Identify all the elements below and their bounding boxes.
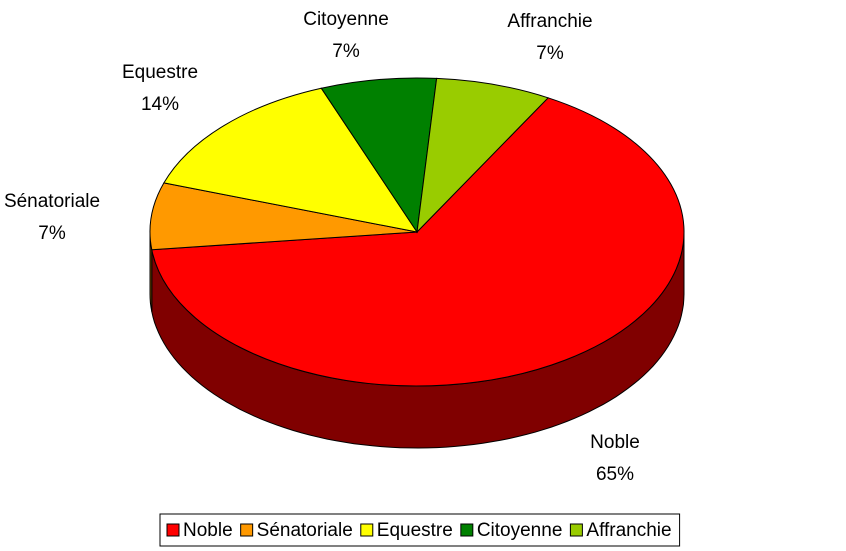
pie-slice [320, 77, 438, 234]
legend: Noble Sénatoriale Equestre Citoyenne Affranc… [159, 513, 681, 547]
legend-label: Noble [183, 520, 233, 541]
slice-value: 7% [38, 223, 66, 244]
legend-swatch [240, 523, 254, 537]
legend-swatch [569, 523, 583, 537]
legend-swatch [360, 523, 374, 537]
slice-value: 65% [596, 464, 634, 485]
slice-name: Equestre [122, 62, 198, 83]
slice-name: Citoyenne [303, 9, 389, 30]
legend-label: Equestre [377, 520, 453, 541]
pie-slice [149, 182, 418, 251]
pie-slice [416, 77, 550, 234]
slice-name: Noble [590, 432, 640, 453]
slice-name: Affranchie [507, 11, 592, 32]
slice-value: 7% [536, 43, 564, 64]
slice-value: 7% [332, 41, 360, 62]
pie-slice [163, 87, 419, 233]
legend-swatch [166, 523, 180, 537]
legend-swatch [460, 523, 474, 537]
legend-label: Affranchie [586, 520, 671, 541]
slice-value: 14% [141, 94, 179, 115]
legend-label: Citoyenne [477, 520, 563, 541]
pie-slice [151, 97, 685, 387]
slice-name: Sénatoriale [4, 191, 100, 212]
legend-label: Sénatoriale [257, 520, 353, 541]
